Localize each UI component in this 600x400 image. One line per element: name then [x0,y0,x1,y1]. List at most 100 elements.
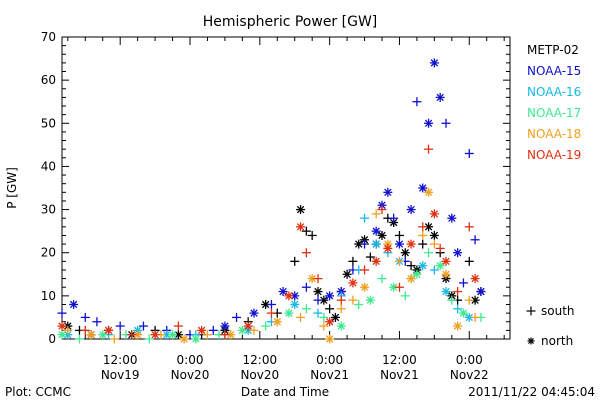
y-tick-label: 10 [41,289,56,303]
data-point [447,295,457,305]
legend: METP-02 NOAA-15 NOAA-16 NOAA-17 NOAA-18 NOAA-… [527,43,581,162]
data-point [371,209,381,219]
data-point [92,317,102,327]
data-point [441,269,451,279]
data-point [435,243,445,253]
data-point [418,261,428,271]
legend-entry: NOAA-16 [527,85,581,99]
y-axis-label: P [GW] [5,167,19,209]
data-point [86,330,96,340]
data-point [301,248,311,258]
data-point [348,278,358,288]
data-point [57,330,67,340]
data-point [342,269,352,279]
data-point [272,317,282,327]
x-axis-label: Date and Time [241,385,329,399]
x-tick-date-label: Nov21 [380,368,419,382]
data-point [57,321,67,331]
data-point [406,261,416,271]
data-point [266,299,276,309]
data-point [365,252,375,262]
data-point [301,282,311,292]
data-point [290,256,300,266]
data-point [429,230,439,240]
data-point [424,118,434,128]
data-point [173,330,183,340]
data-point [69,299,79,309]
data-point [313,308,323,318]
data-point [57,308,67,318]
data-point [418,230,428,240]
data-point [173,321,183,331]
data-point [313,274,323,284]
data-point [470,235,480,245]
y-tick-label: 70 [41,30,56,44]
data-point [296,205,306,215]
legend-entry: NOAA-19 [527,148,581,162]
data-point [424,144,434,154]
data-point [371,256,381,266]
data-point [98,330,108,340]
x-tick-date-label: Nov20 [171,368,210,382]
y-tick-label: 40 [41,159,56,173]
y-tick-label: 50 [41,116,56,130]
data-point [127,330,137,340]
marker-legend-symbol [526,306,536,316]
x-tick-date-label: Nov21 [310,368,349,382]
x-axis: 12:00Nov190:00Nov2012:00Nov200:00Nov2112… [67,37,505,382]
data-point [284,291,294,301]
data-point [458,278,468,288]
data-point [429,239,439,249]
data-point [424,248,434,258]
data-point [412,97,422,107]
data-point [296,312,306,322]
data-point [319,321,329,331]
data-point [464,256,474,266]
data-point [138,321,148,331]
x-tick-time-label: 0:00 [316,353,343,367]
data-point [394,239,404,249]
y-tick-label: 20 [41,246,56,260]
data-point [424,187,434,197]
x-tick-time-label: 12:00 [382,353,417,367]
data-point [348,295,358,305]
data-point [249,308,259,318]
data-point [301,226,311,236]
data-point [406,205,416,215]
data-point [447,213,457,223]
data-point [336,321,346,331]
data-point [394,256,404,266]
data-point [464,295,474,305]
data-point [453,287,463,297]
x-tick-date-label: Nov20 [240,368,279,382]
y-tick-label: 60 [41,73,56,87]
data-point [435,92,445,102]
data-point [319,312,329,322]
x-tick-date-label: Nov22 [450,368,489,382]
data-point [168,330,178,340]
data-point [354,299,364,309]
data-point [80,325,90,335]
data-point [307,230,317,240]
data-point [383,187,393,197]
data-point [394,282,404,292]
data-point [330,312,340,322]
data-point [115,321,125,331]
data-point [325,304,335,314]
data-point [418,239,428,249]
data-point [453,304,463,314]
data-point [336,295,346,305]
data-point [476,287,486,297]
data-point [296,222,306,232]
data-point [371,239,381,249]
data-point [394,230,404,240]
data-point [365,295,375,305]
data-point [266,308,276,318]
data-point [406,274,416,284]
data-point [377,205,387,215]
legend-entry: METP-02 [527,43,579,57]
data-point [179,334,189,344]
data-point [429,58,439,68]
data-point [278,287,288,297]
